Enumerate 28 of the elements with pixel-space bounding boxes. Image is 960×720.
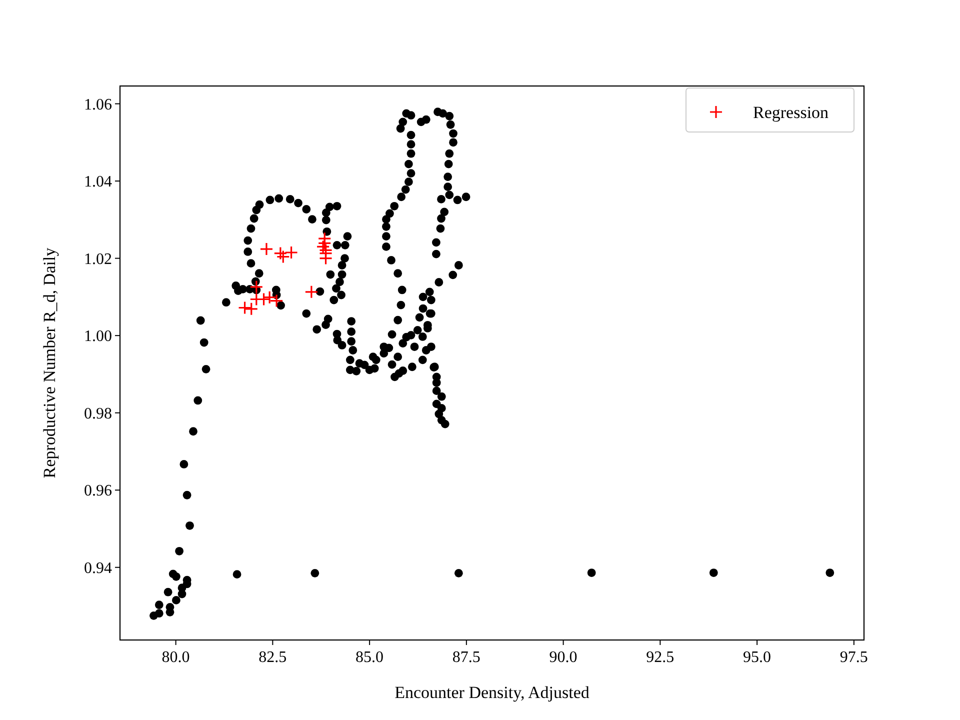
- point: [238, 300, 252, 315]
- point: [244, 302, 258, 316]
- x-tick-label: 85.0: [356, 649, 384, 666]
- x-axis-title: Encounter Density, Adjusted: [394, 683, 590, 702]
- point: [318, 252, 333, 266]
- y-tick-label: 1.04: [84, 174, 112, 191]
- y-tick-label: 0.96: [84, 482, 112, 500]
- x-tick-label: 97.5: [840, 649, 868, 666]
- y-axis-title: Reproductive Number R_d, Daily: [40, 247, 59, 478]
- x-tick-label: 90.0: [549, 649, 578, 666]
- point: [276, 250, 290, 264]
- x-tick-label: 95.0: [743, 649, 772, 666]
- x-tick-label: 87.5: [452, 649, 480, 666]
- x-tick-label: 92.5: [646, 649, 674, 666]
- x-tick-label: 82.5: [258, 649, 287, 666]
- y-tick-label: 1.06: [84, 96, 112, 114]
- y-tick-label: 1.00: [84, 328, 112, 346]
- point: [304, 285, 318, 299]
- point: [274, 246, 288, 260]
- point: [250, 280, 264, 294]
- point: [284, 246, 298, 260]
- y-tick-label: 0.94: [84, 560, 112, 577]
- y-tick-label: 1.02: [84, 250, 112, 268]
- point: [260, 242, 274, 256]
- y-tick-label: 0.98: [84, 405, 112, 422]
- legend-label: Regression: [753, 102, 830, 122]
- x-tick-label: 80.0: [162, 649, 190, 666]
- point: [318, 236, 332, 250]
